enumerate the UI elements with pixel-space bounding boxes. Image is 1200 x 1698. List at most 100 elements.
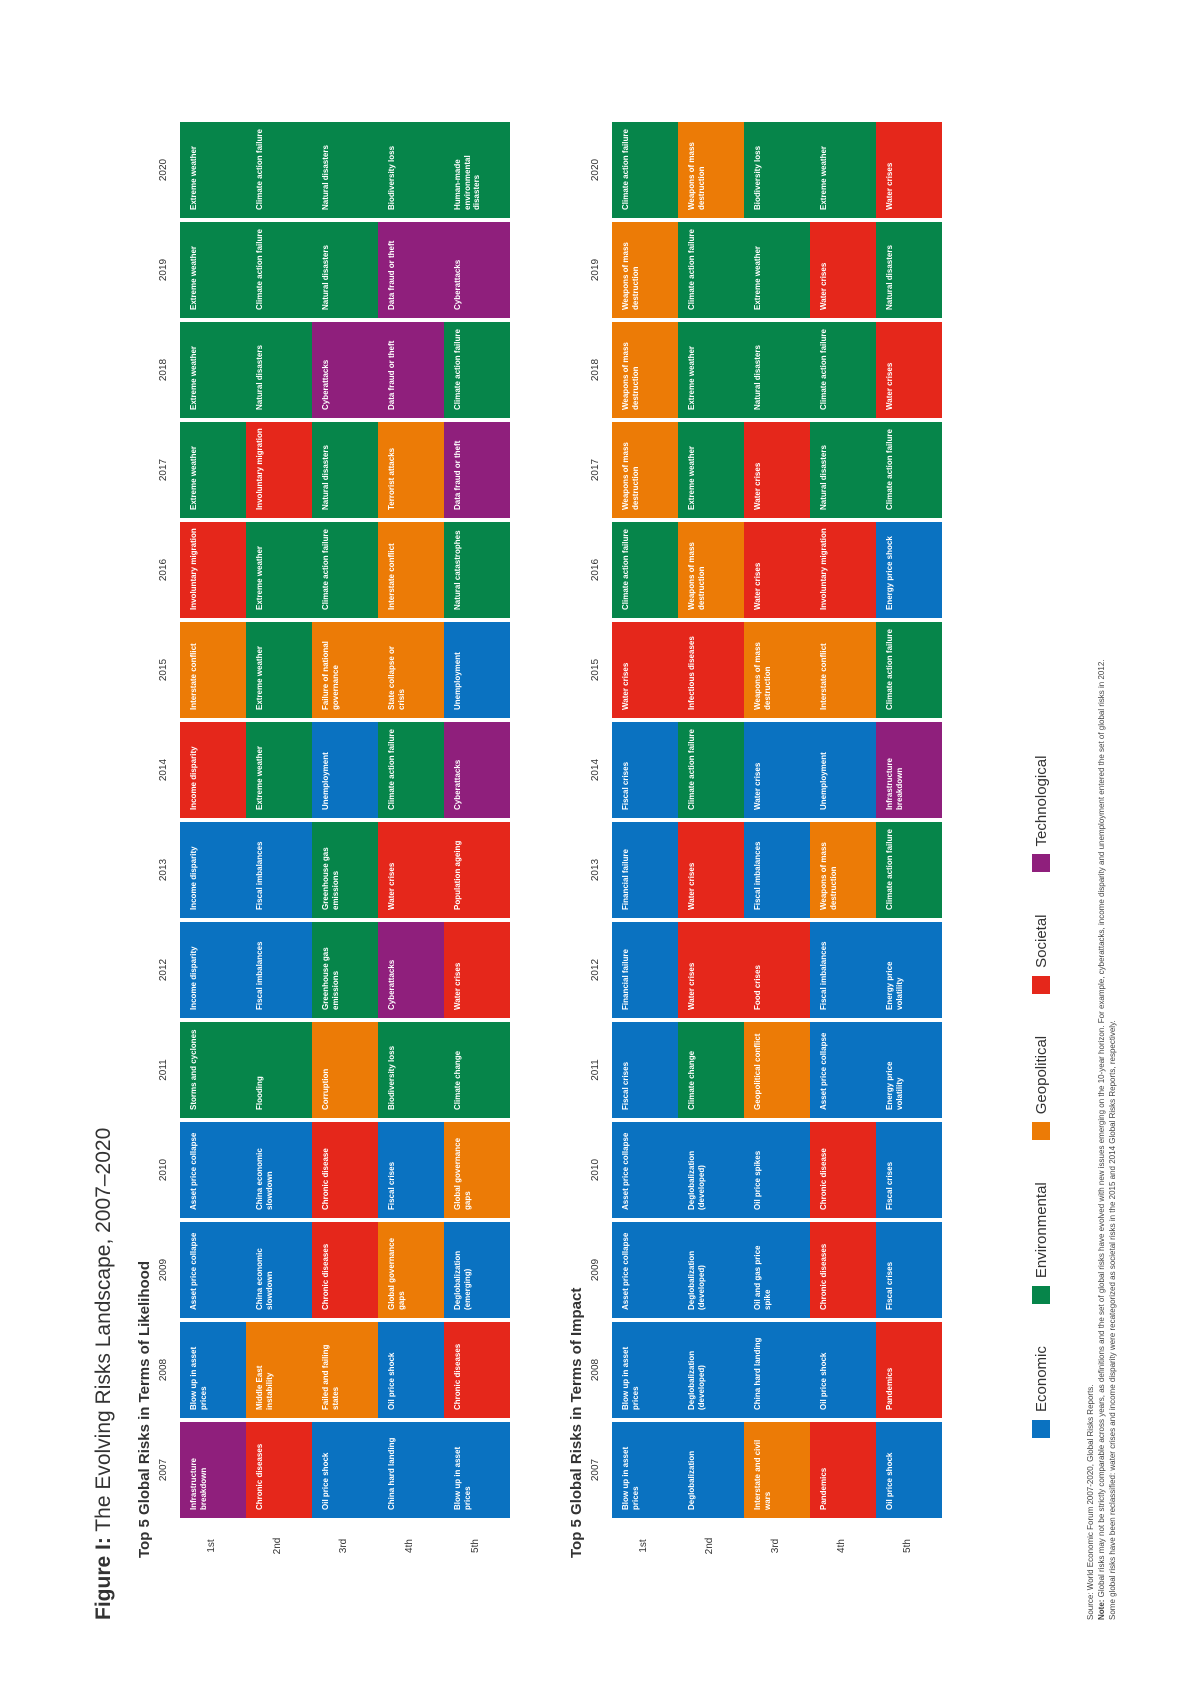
risk-cell: Extreme weather: [810, 122, 876, 218]
rank-label: 1st: [206, 1539, 217, 1553]
risk-cell: Flooding: [246, 1022, 312, 1118]
year-header: 2016: [590, 558, 601, 582]
risk-cell: Climate action failure: [876, 622, 942, 718]
risk-cell: Weapons of mass destruction: [612, 422, 678, 518]
risk-cell: Cyberattacks: [444, 222, 510, 318]
risk-cell: Oil price spikes: [744, 1122, 810, 1218]
risk-cell: Chronic disease: [810, 1122, 876, 1218]
risk-cell: Natural catastrophes: [444, 522, 510, 618]
legend-swatch-societal: [1032, 975, 1050, 994]
risk-cell: Water crises: [810, 222, 876, 318]
risk-cell: Climate change: [444, 1022, 510, 1118]
legend-label: Geopolitical: [1032, 1035, 1050, 1115]
risk-cell: Natural disasters: [744, 322, 810, 418]
risk-cell: Energy price volatility: [876, 922, 942, 1018]
year-header: 2010: [158, 1158, 169, 1182]
risk-cell: Fiscal imbalances: [246, 822, 312, 918]
risk-cell: Fiscal imbalances: [744, 822, 810, 918]
risk-cell: Extreme weather: [246, 522, 312, 618]
risk-cell: Climate action failure: [312, 522, 378, 618]
risk-cell: State collapse or crisis: [378, 622, 444, 718]
risk-cell: Climate action failure: [678, 222, 744, 318]
risk-cell: Oil price shock: [378, 1322, 444, 1418]
year-header: 2008: [590, 1358, 601, 1382]
risk-cell: Deglobalization (developed): [678, 1222, 744, 1318]
year-header: 2018: [590, 358, 601, 382]
source-text: World Economic Forum 2007-2020, Global R…: [1086, 1384, 1095, 1591]
risk-cell: Interstate conflict: [378, 522, 444, 618]
risk-cell: Asset price collapse: [612, 1122, 678, 1218]
risk-cell: Food crises: [744, 922, 810, 1018]
risk-cell: Involuntary migration: [810, 522, 876, 618]
risk-cell: Energy price volatility: [876, 1022, 942, 1118]
year-header: 2010: [590, 1158, 601, 1182]
risk-cell: Chronic diseases: [246, 1422, 312, 1518]
legend-label: Technological: [1032, 755, 1050, 847]
risk-cell: Blow up in asset prices: [444, 1422, 510, 1518]
risk-cell: Fiscal crises: [612, 1022, 678, 1118]
risk-cell: Unemployment: [444, 622, 510, 718]
risk-cell: Fiscal imbalances: [810, 922, 876, 1018]
rank-label: 5th: [902, 1539, 913, 1553]
risk-cell: Natural disasters: [810, 422, 876, 518]
risk-cell: Biodiversity loss: [378, 1022, 444, 1118]
risk-cell: Chronic diseases: [444, 1322, 510, 1418]
year-header: 2009: [590, 1258, 601, 1282]
risk-cell: Natural disasters: [246, 322, 312, 418]
risk-cell: Extreme weather: [180, 222, 246, 318]
legend-label: Societal: [1032, 914, 1050, 968]
year-header: 2013: [158, 858, 169, 882]
risk-cell: Climate action failure: [876, 822, 942, 918]
year-header: 2014: [158, 758, 169, 782]
legend-swatch-technological: [1032, 854, 1050, 873]
year-header: 2017: [158, 458, 169, 482]
risk-cell: Fiscal crises: [876, 1222, 942, 1318]
risk-cell: Natural disasters: [312, 122, 378, 218]
risk-cell: Data fraud or theft: [378, 322, 444, 418]
risk-cell: Extreme weather: [744, 222, 810, 318]
risk-cell: Unemployment: [810, 722, 876, 818]
legend-item-technological: Technological: [1032, 756, 1050, 873]
year-header: 2017: [590, 458, 601, 482]
risk-cell: Fiscal crises: [876, 1122, 942, 1218]
risk-cell: Asset price collapse: [612, 1222, 678, 1318]
risk-cell: Income disparity: [180, 922, 246, 1018]
risk-cell: Water crises: [612, 622, 678, 718]
rank-label: 5th: [470, 1539, 481, 1553]
risk-cell: China hard landing: [744, 1322, 810, 1418]
risk-cell: Involuntary migration: [180, 522, 246, 618]
year-header: 2011: [590, 1059, 601, 1081]
risk-cell: Pandemics: [810, 1422, 876, 1518]
risk-cell: Global governance gaps: [444, 1122, 510, 1218]
risk-cell: Climate action failure: [612, 122, 678, 218]
risk-cell: Water crises: [744, 522, 810, 618]
note-label: Note:: [1096, 1599, 1106, 1620]
risk-cell: Population ageing: [444, 822, 510, 918]
risk-cell: Failure of national governance: [312, 622, 378, 718]
year-header: 2016: [158, 558, 169, 582]
risk-cell: Climate action failure: [246, 222, 312, 318]
source-line: Source: World Economic Forum 2007-2020, …: [1086, 120, 1097, 1620]
risk-cell: Data fraud or theft: [444, 422, 510, 518]
risk-cell: Extreme weather: [246, 722, 312, 818]
year-header: 2015: [590, 658, 601, 682]
rank-label: 4th: [404, 1539, 415, 1553]
risk-cell: Oil price shock: [810, 1322, 876, 1418]
risk-cell: Chronic diseases: [312, 1222, 378, 1318]
risk-cell: Middle East instability: [246, 1322, 312, 1418]
risk-cell: Extreme weather: [678, 322, 744, 418]
figure-title: Figure I: The Evolving Risks Landscape, …: [92, 1128, 116, 1620]
risk-cell: Chronic disease: [312, 1122, 378, 1218]
year-header: 2020: [590, 158, 601, 182]
legend: Economic Environmental Geopolitical Soci…: [1032, 756, 1050, 1438]
risk-cell: Terrorist attacks: [378, 422, 444, 518]
legend-swatch-geopolitical: [1032, 1122, 1050, 1141]
year-header: 2020: [158, 158, 169, 182]
risk-cell: Deglobalization (developed): [678, 1122, 744, 1218]
risk-cell: Greenhouse gas emissions: [312, 822, 378, 918]
risk-cell: Deglobalization: [678, 1422, 744, 1518]
year-header: 2011: [158, 1059, 169, 1081]
legend-swatch-environmental: [1032, 1286, 1050, 1305]
legend-item-environmental: Environmental: [1032, 1182, 1050, 1305]
